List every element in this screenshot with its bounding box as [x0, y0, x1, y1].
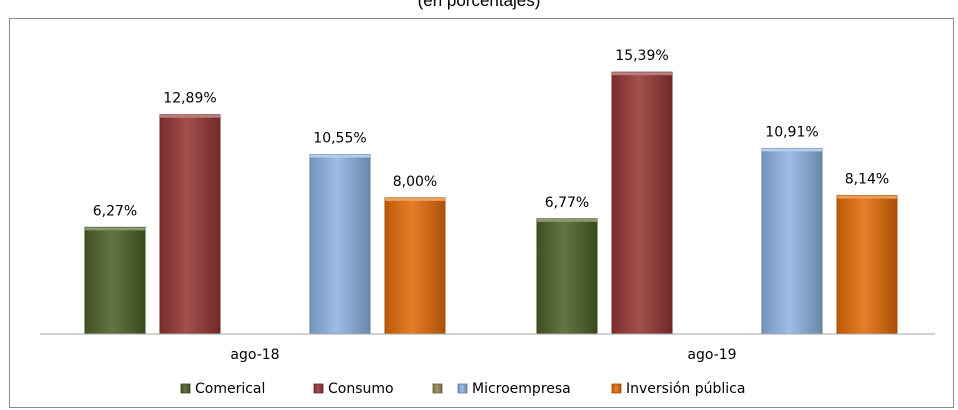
bar-highlight	[310, 154, 370, 158]
bar-comerical-ago-18	[84, 226, 146, 335]
bar-highlight	[837, 195, 897, 199]
data-label: 8,00%	[393, 174, 437, 190]
bar-highlight	[537, 218, 597, 222]
legend-swatch	[457, 383, 468, 394]
legend-label: Microempresa	[472, 381, 571, 397]
chart-frame	[9, 18, 954, 408]
data-label: 12,89%	[163, 91, 216, 107]
legend-swatch	[432, 383, 443, 394]
chart-title: (en porcentajes)	[417, 0, 541, 10]
legend-swatch	[180, 383, 191, 394]
bar-microempresa-ago-19	[761, 147, 823, 335]
x-tick-label: ago-18	[230, 347, 279, 363]
bars-layer	[84, 71, 898, 335]
data-label: 15,39%	[615, 48, 668, 64]
bar-highlight	[85, 227, 145, 231]
bar-microempresa-ago-18	[309, 154, 371, 335]
x-tick-label: ago-19	[687, 347, 736, 363]
bar-consumo-ago-19	[611, 71, 673, 335]
legend-label: Consumo	[328, 381, 394, 397]
legend-label: Inversión pública	[626, 381, 745, 397]
data-label: 10,91%	[765, 124, 818, 140]
data-label: 6,77%	[545, 195, 589, 211]
data-label: 10,55%	[313, 131, 366, 147]
bar-inversión-pública-ago-18	[384, 197, 446, 335]
labels-layer: 6,27% 12,89% 10,55% 8,00% ago-18 6,77% 15,39% 1…	[93, 48, 889, 363]
bar-highlight	[762, 148, 822, 152]
bar-consumo-ago-18	[159, 114, 221, 335]
legend-swatch	[611, 383, 622, 394]
bar-comerical-ago-19	[536, 218, 598, 335]
legend: Comerical Consumo Microempresa Inversión pú…	[180, 381, 745, 397]
bar-inversión-pública-ago-19	[836, 195, 898, 335]
legend-swatch	[313, 383, 324, 394]
bar-highlight	[612, 72, 672, 76]
bar-highlight	[160, 114, 220, 118]
data-label: 6,27%	[93, 203, 137, 219]
legend-label: Comerical	[195, 381, 265, 397]
data-label: 8,14%	[845, 172, 889, 188]
bar-highlight	[385, 197, 445, 201]
